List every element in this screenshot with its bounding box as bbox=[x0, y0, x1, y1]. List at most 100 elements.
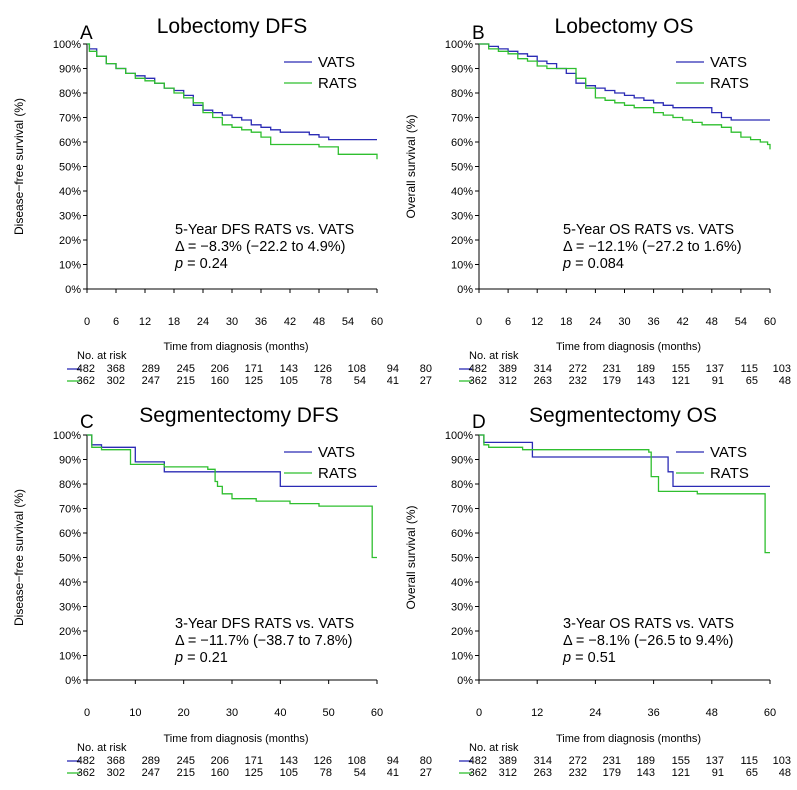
risk-count-rats: 263 bbox=[534, 375, 552, 387]
stat-delta: Δ = −8.1% (−26.5 to 9.4%) bbox=[563, 633, 734, 649]
x-tick-label: 30 bbox=[618, 316, 630, 328]
stat-delta: Δ = −12.1% (−27.2 to 1.6%) bbox=[563, 239, 742, 255]
risk-count-rats: 247 bbox=[142, 767, 160, 779]
y-tick-label: 40% bbox=[59, 577, 81, 589]
y-tick-label: 30% bbox=[451, 211, 473, 223]
y-tick-label: 70% bbox=[59, 113, 81, 125]
risk-count-rats: 312 bbox=[499, 375, 517, 387]
risk-count-rats: 362 bbox=[77, 375, 95, 387]
x-tick-label: 12 bbox=[531, 316, 543, 328]
risk-count-vats: 155 bbox=[672, 755, 690, 767]
risk-count-vats: 103 bbox=[773, 755, 791, 767]
x-tick-label: 24 bbox=[197, 316, 209, 328]
survival-curve-rats bbox=[479, 434, 770, 554]
x-axis-label: Time from diagnosis (months) bbox=[163, 733, 308, 745]
survival-curve-rats bbox=[87, 43, 378, 160]
risk-count-vats: 368 bbox=[107, 755, 125, 767]
y-tick-label: 40% bbox=[59, 186, 81, 198]
risk-count-rats: 121 bbox=[672, 375, 690, 387]
y-tick-label: 100% bbox=[445, 39, 473, 51]
chart-panel-a: Lobectomy DFS A 0% 10% 20% 30% 40% 50% 60% 70% 80%… bbox=[12, 15, 432, 387]
y-tick-label: 60% bbox=[451, 137, 473, 149]
y-tick-label: 100% bbox=[53, 39, 81, 51]
risk-count-rats: 302 bbox=[107, 375, 125, 387]
y-tick-label: 10% bbox=[451, 651, 473, 663]
legend-label-vats: VATS bbox=[710, 54, 747, 71]
risk-count-vats: 368 bbox=[107, 363, 125, 375]
x-tick-label: 48 bbox=[706, 316, 718, 328]
risk-count-rats: 160 bbox=[211, 375, 229, 387]
p-value: = 0.084 bbox=[571, 256, 624, 272]
risk-count-vats: 143 bbox=[280, 755, 298, 767]
y-tick-label: 20% bbox=[451, 626, 473, 638]
risk-count-rats: 65 bbox=[746, 375, 758, 387]
risk-count-rats: 215 bbox=[177, 375, 195, 387]
risk-count-vats: 108 bbox=[348, 363, 366, 375]
legend-label-vats: VATS bbox=[710, 444, 747, 461]
p-symbol: p bbox=[562, 256, 571, 272]
x-tick-label: 24 bbox=[589, 707, 601, 719]
risk-count-vats: 94 bbox=[387, 363, 399, 375]
x-tick-label: 0 bbox=[84, 707, 90, 719]
risk-table-label: No. at risk bbox=[77, 742, 127, 754]
y-tick-label: 80% bbox=[59, 479, 81, 491]
risk-count-rats: 78 bbox=[320, 375, 332, 387]
stat-p-value: p = 0.084 bbox=[562, 256, 624, 272]
legend-label-vats: VATS bbox=[318, 54, 355, 71]
y-axis-label: Disease−free survival (%) bbox=[12, 489, 26, 626]
risk-count-vats: 272 bbox=[569, 755, 587, 767]
survival-curve-rats bbox=[87, 434, 377, 559]
risk-count-rats: 27 bbox=[420, 767, 432, 779]
x-tick-label: 18 bbox=[560, 316, 572, 328]
x-tick-label: 60 bbox=[371, 316, 383, 328]
risk-count-vats: 137 bbox=[706, 363, 724, 375]
p-symbol: p bbox=[174, 256, 183, 272]
legend-label-vats: VATS bbox=[318, 444, 355, 461]
chart-panel-c: Segmentectomy DFS C 0% 10% 20% 30% 40% 50% 60% 70… bbox=[12, 404, 432, 779]
risk-count-vats: 482 bbox=[77, 363, 95, 375]
x-tick-label: 36 bbox=[647, 707, 659, 719]
x-tick-label: 54 bbox=[342, 316, 354, 328]
risk-count-rats: 41 bbox=[387, 767, 399, 779]
x-tick-label: 20 bbox=[178, 707, 190, 719]
chart-title: Segmentectomy OS bbox=[529, 404, 717, 427]
stat-comparison-title: 3-Year DFS RATS vs. VATS bbox=[175, 616, 354, 632]
risk-count-vats: 245 bbox=[177, 755, 195, 767]
y-tick-label: 0% bbox=[457, 675, 473, 687]
x-tick-label: 6 bbox=[505, 316, 511, 328]
risk-count-rats: 232 bbox=[569, 375, 587, 387]
risk-count-rats: 48 bbox=[779, 375, 791, 387]
risk-count-rats: 179 bbox=[603, 375, 621, 387]
y-tick-label: 10% bbox=[451, 260, 473, 272]
x-tick-label: 0 bbox=[84, 316, 90, 328]
y-tick-label: 0% bbox=[457, 284, 473, 296]
x-tick-label: 36 bbox=[647, 316, 659, 328]
panel-letter: C bbox=[80, 412, 94, 433]
x-axis-label: Time from diagnosis (months) bbox=[556, 733, 701, 745]
risk-count-rats: 105 bbox=[280, 375, 298, 387]
risk-count-vats: 206 bbox=[211, 363, 229, 375]
x-tick-label: 30 bbox=[226, 707, 238, 719]
x-tick-label: 40 bbox=[274, 707, 286, 719]
stat-comparison-title: 3-Year OS RATS vs. VATS bbox=[563, 616, 734, 632]
risk-count-rats: 125 bbox=[245, 767, 263, 779]
risk-count-vats: 482 bbox=[469, 755, 487, 767]
risk-table-label: No. at risk bbox=[77, 350, 127, 362]
y-tick-label: 30% bbox=[59, 211, 81, 223]
risk-count-vats: 171 bbox=[245, 363, 263, 375]
y-tick-label: 30% bbox=[451, 602, 473, 614]
risk-count-vats: 289 bbox=[142, 755, 160, 767]
risk-count-vats: 115 bbox=[740, 363, 758, 375]
y-tick-label: 0% bbox=[65, 675, 81, 687]
risk-count-rats: 41 bbox=[387, 375, 399, 387]
y-tick-label: 90% bbox=[451, 455, 473, 467]
x-tick-label: 0 bbox=[476, 316, 482, 328]
y-tick-label: 40% bbox=[451, 577, 473, 589]
risk-count-vats: 171 bbox=[245, 755, 263, 767]
y-tick-label: 90% bbox=[451, 64, 473, 76]
x-axis-label: Time from diagnosis (months) bbox=[163, 341, 308, 353]
risk-count-vats: 126 bbox=[314, 755, 332, 767]
risk-count-rats: 54 bbox=[354, 767, 366, 779]
risk-count-rats: 247 bbox=[142, 375, 160, 387]
